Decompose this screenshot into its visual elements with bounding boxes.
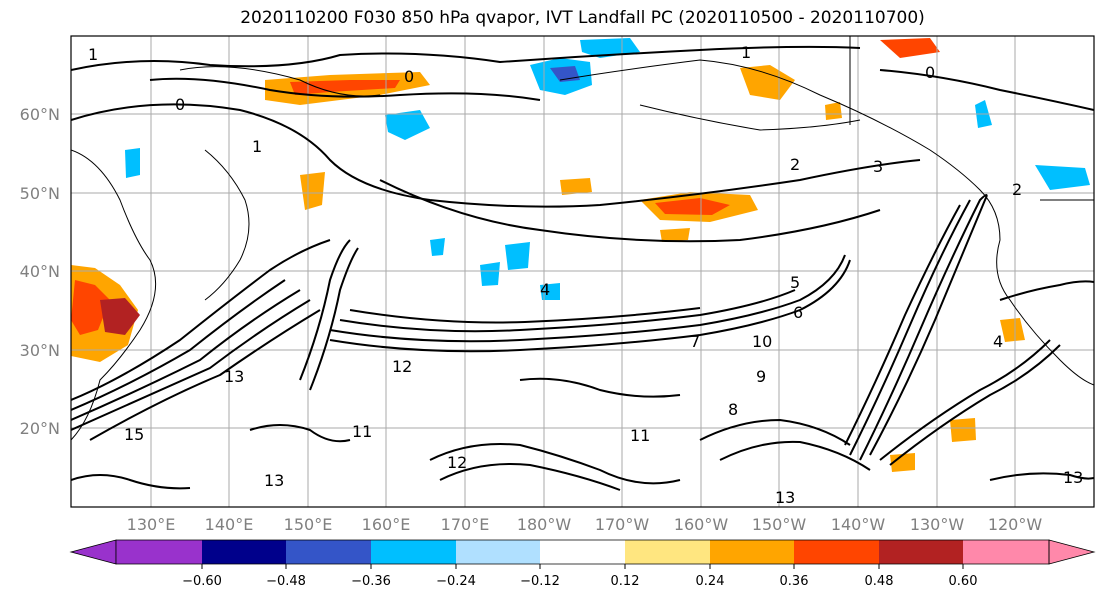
lon-label: 120°W (988, 515, 1043, 534)
lon-label: 140°E (205, 515, 254, 534)
latitude-labels: 60°N 50°N 40°N 30°N 20°N (20, 105, 60, 438)
lon-label: 160°E (362, 515, 411, 534)
contour-label: 1 (252, 137, 262, 156)
colorbar-tick-label: −0.12 (520, 574, 560, 589)
colorbar-bin (540, 540, 625, 564)
contour-label: 12 (447, 453, 467, 472)
colorbar-extend-low (69, 539, 117, 565)
lon-label: 130°W (910, 515, 965, 534)
contour-label: 4 (540, 280, 550, 299)
contour-label: 9 (756, 367, 766, 386)
map-frame (70, 35, 1095, 508)
lon-label: 170°E (441, 515, 490, 534)
colorbar-bin (625, 540, 710, 564)
colorbar-tick-label: −0.24 (436, 574, 476, 589)
lat-label: 30°N (20, 341, 60, 360)
lon-label: 160°W (674, 515, 729, 534)
contour-label: 11 (352, 422, 372, 441)
contour-label: 5 (790, 273, 800, 292)
contour-label: 0 (925, 63, 935, 82)
lat-label: 60°N (20, 105, 60, 124)
colorbar-extend-high (1048, 539, 1096, 565)
colorbar-bin (456, 540, 540, 564)
lon-label: 170°W (595, 515, 650, 534)
lat-label: 50°N (20, 184, 60, 203)
contour-label: 4 (993, 332, 1003, 351)
contour-label: 1 (741, 43, 751, 62)
contour-label: 8 (728, 400, 738, 419)
colorbar-bin (286, 540, 371, 564)
colorbar-bin (794, 540, 879, 564)
colorbar-bin (710, 540, 794, 564)
contour-label: 13 (264, 471, 284, 490)
colorbar-bin (963, 540, 1049, 564)
colorbar: −0.60 −0.48 −0.36 −0.24 −0.12 0.12 0.24 … (69, 539, 1096, 589)
lon-label: 130°E (127, 515, 176, 534)
lon-label: 150°E (284, 515, 333, 534)
contour-label: 15 (124, 425, 144, 444)
colorbar-bin (116, 540, 202, 564)
contour-label: 1 (88, 45, 98, 64)
longitude-labels: 130°E 140°E 150°E 160°E 170°E 180°W 170°… (127, 515, 1043, 534)
contour-label: 3 (873, 157, 883, 176)
contour-label: 10 (752, 332, 772, 351)
colorbar-tick-label: 0.48 (865, 574, 894, 589)
colorbar-bin (371, 540, 456, 564)
coastlines (71, 36, 1094, 441)
contour-label: 6 (793, 303, 803, 322)
lon-label: 150°W (752, 515, 807, 534)
map-title: 2020110200 F030 850 hPa qvapor, IVT Land… (240, 8, 925, 28)
contour-label: 7 (690, 332, 700, 351)
colorbar-bin (879, 540, 963, 564)
colorbar-tick-label: 0.36 (780, 574, 809, 589)
colorbar-tick-label: 0.60 (949, 574, 978, 589)
colorbar-tick-label: −0.36 (351, 574, 391, 589)
colorbar-tick-label: 0.24 (696, 574, 725, 589)
colorbar-tick-label: −0.48 (266, 574, 306, 589)
contour-label: 12 (392, 357, 412, 376)
contour-label: 2 (790, 155, 800, 174)
lon-label: 140°W (831, 515, 886, 534)
contour-label: 13 (775, 488, 795, 507)
contour-label: 0 (404, 67, 414, 86)
lon-label: 180°W (517, 515, 572, 534)
lat-label: 20°N (20, 419, 60, 438)
colorbar-bin (202, 540, 286, 564)
contour-label: 11 (630, 426, 650, 445)
contour-labels: 1 0 1 0 0 2 3 4 5 6 7 10 12 13 15 11 9 1… (88, 43, 1083, 507)
colorbar-tick-label: −0.60 (182, 574, 222, 589)
contour-label: 2 (1012, 180, 1022, 199)
contour-label: 0 (175, 95, 185, 114)
lat-label: 40°N (20, 262, 60, 281)
qvapor-shading (71, 38, 1090, 472)
ivt-contours (71, 45, 1094, 491)
colorbar-tick-label: 0.12 (611, 574, 640, 589)
contour-label: 13 (224, 367, 244, 386)
contour-label: 13 (1063, 468, 1083, 487)
